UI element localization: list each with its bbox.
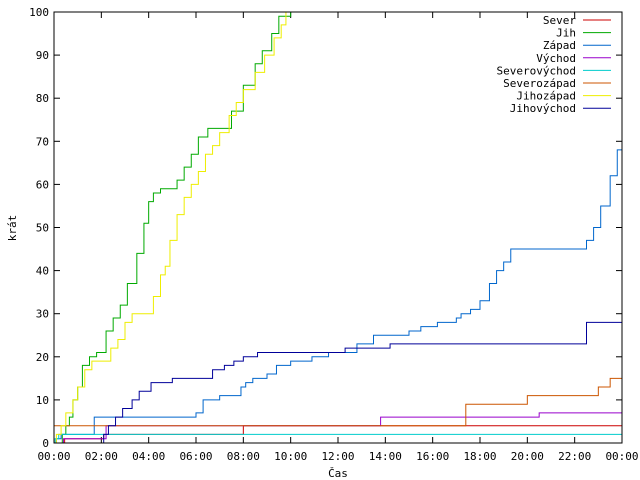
x-tick-label: 22:00	[558, 450, 591, 463]
legend-label: Severozápad	[503, 77, 576, 90]
y-tick-label: 80	[36, 92, 49, 105]
y-tick-label: 40	[36, 265, 49, 278]
legend-label: Jihovýchod	[510, 102, 576, 115]
x-axis-label: Čas	[328, 467, 348, 480]
x-tick-label: 10:00	[274, 450, 307, 463]
legend: SeverJihZápadVýchodSeverovýchodSeverozáp…	[497, 14, 611, 115]
x-tick-label: 14:00	[369, 450, 402, 463]
series-line	[54, 433, 622, 443]
series-lines	[54, 12, 622, 443]
y-tick-label: 0	[42, 437, 49, 450]
legend-label: Jihozápad	[516, 90, 576, 103]
legend-label: Severovýchod	[497, 64, 576, 77]
y-tick-label: 30	[36, 308, 49, 321]
y-tick-label: 60	[36, 178, 49, 191]
x-tick-label: 02:00	[85, 450, 118, 463]
series-line	[54, 321, 622, 443]
x-tick-label: 06:00	[179, 450, 212, 463]
y-tick-label: 70	[36, 135, 49, 148]
x-tick-label: 00:00	[37, 450, 70, 463]
x-tick-label: 20:00	[511, 450, 544, 463]
y-tick-label: 100	[29, 6, 49, 19]
y-axis-label: krát	[6, 215, 19, 242]
series-line	[54, 119, 622, 443]
y-tick-label: 90	[36, 49, 49, 62]
x-tick-label: 08:00	[227, 450, 260, 463]
legend-label: Západ	[543, 39, 576, 52]
x-tick-label: 04:00	[132, 450, 165, 463]
x-tick-label: 00:00	[605, 450, 638, 463]
legend-label: Jih	[556, 27, 576, 40]
x-tick-label: 18:00	[463, 450, 496, 463]
legend-label: Východ	[536, 52, 576, 65]
x-tick-label: 12:00	[321, 450, 354, 463]
series-line	[54, 12, 287, 443]
tick-labels: 0 10 20 30 40 50 60 70 80 90 100 00:00 02:00 04:00 06:…	[29, 6, 638, 463]
y-tick-label: 20	[36, 351, 49, 364]
series-line	[54, 377, 622, 427]
plot-frame	[53, 11, 623, 444]
legend-label: Sever	[543, 14, 576, 27]
y-tick-label: 50	[36, 222, 49, 235]
x-tick-label: 16:00	[416, 450, 449, 463]
y-tick-label: 10	[36, 394, 49, 407]
